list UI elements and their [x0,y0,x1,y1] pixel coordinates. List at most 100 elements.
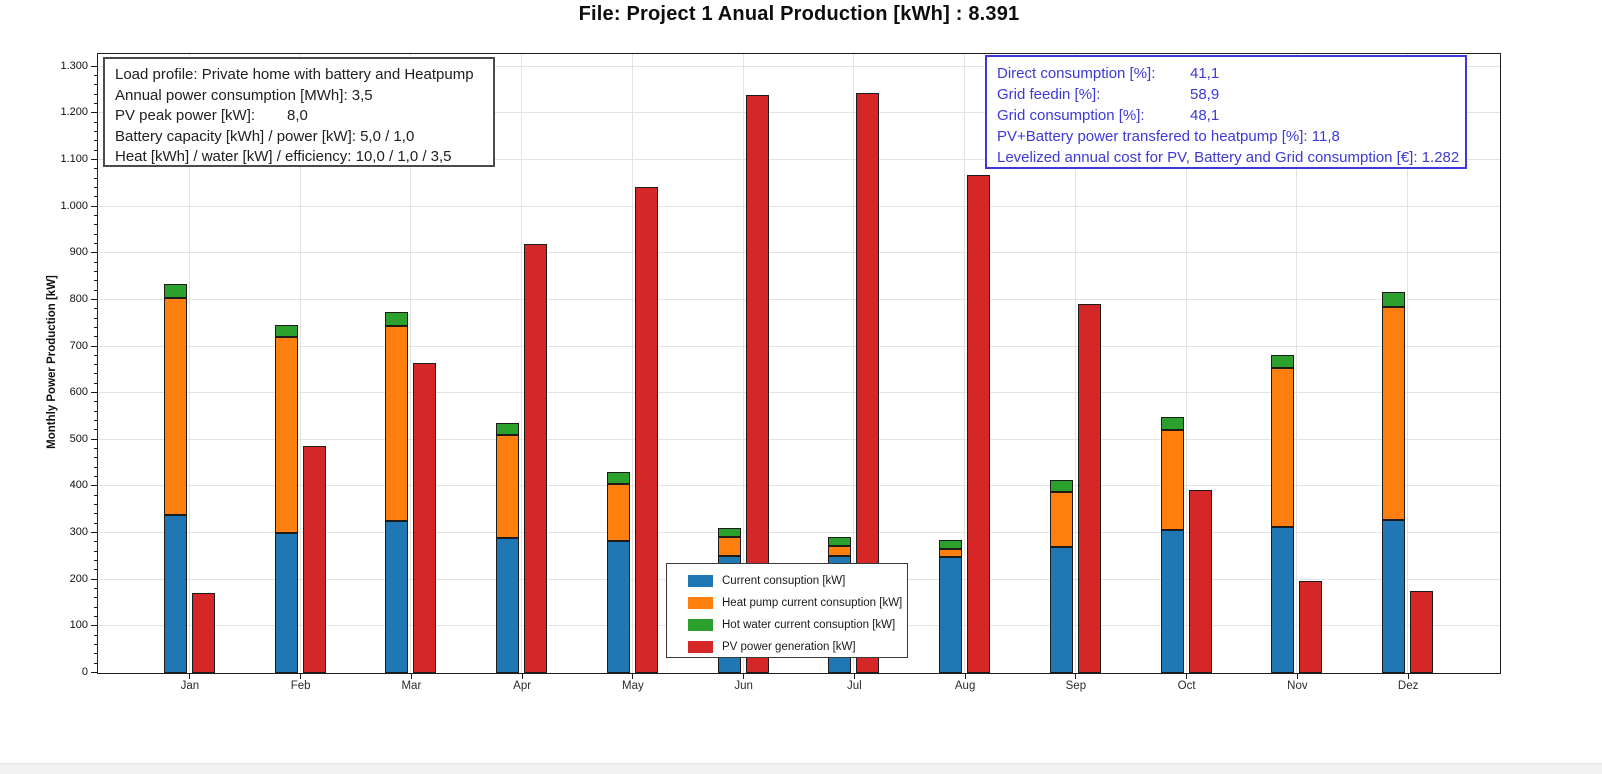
stacked-bar-segment-Jan [163,298,187,515]
y-axis-tick [93,550,97,552]
y-axis-tick [91,65,97,67]
y-axis-tick [93,233,97,235]
gridline-horizontal [98,532,1500,534]
gridline-horizontal [98,252,1500,254]
parameters-info-box: Load profile: Private home with battery … [103,57,495,167]
stacked-bar-segment-Apr [496,435,520,539]
y-axis-tick-label: 1.300 [60,59,88,72]
gridline-vertical [299,54,301,673]
x-axis-tick [1296,674,1298,679]
legend-label: Heat pump current consuption [kW] [722,597,903,609]
y-axis-tick [93,326,97,328]
x-axis-tick [1407,674,1409,679]
stacked-bar-segment-Sep [1049,491,1073,548]
gridline-vertical [964,54,966,673]
x-axis-label: Mar [401,680,422,692]
gridline-horizontal [98,392,1500,394]
pv-bar-Dez [1410,591,1434,673]
legend-item: Heat pump current consuption [kW] [667,592,907,614]
y-axis-tick [93,513,97,515]
stacked-bar-segment-Feb [274,324,298,337]
gridline-vertical [188,54,190,673]
gridline-vertical [521,54,523,673]
stacked-bar-segment-May [606,541,630,673]
y-axis-tick [93,270,97,272]
stacked-bar-segment-Nov [1271,354,1295,368]
y-axis-tick-label: 1.200 [60,106,88,119]
stacked-bar-segment-Nov [1271,367,1295,527]
y-axis-tick [93,289,97,291]
y-axis-tick [93,140,97,142]
x-axis-label: Aug [954,680,976,692]
gridline-horizontal [98,438,1500,440]
legend-label: Hot water current consuption [kW] [722,619,896,631]
result-line-value: 48,1 [1190,107,1220,124]
y-axis-tick-label: 400 [69,479,88,492]
y-axis-tick [93,644,97,645]
y-axis-tick [93,224,97,226]
y-axis-tick [93,186,97,188]
legend-item: PV power generation [kW] [667,636,907,658]
pv-bar-Aug [967,174,991,673]
result-line-label: Grid consumption [%]: [997,107,1145,124]
stacked-bar-segment-Feb [274,336,298,534]
y-axis-tick [93,541,97,543]
y-axis-tick [93,466,97,468]
stacked-bar-segment-May [606,484,630,542]
result-line: PV+Battery power transfered to heatpump … [997,126,1455,147]
y-axis-tick [93,149,97,151]
x-axis-tick [1075,674,1077,679]
parameter-line-value: 8,0 [287,107,308,124]
x-axis-tick [743,674,745,679]
y-axis-tick [93,494,97,496]
stacked-bar-segment-Mar [385,326,409,522]
x-axis-label: Feb [290,680,311,692]
results-info-box: Direct consumption [%]: 41,1 Grid feedin [… [985,55,1467,169]
parameter-line-label: Annual power consumption [MWh]: [115,86,352,104]
pv-bar-Jun [745,94,769,673]
y-axis-tick [91,298,97,300]
y-axis-tick [93,336,97,338]
y-axis-tick-label: 700 [69,339,88,352]
y-axis-tick [93,93,97,95]
result-line-value: 11,8 [1311,128,1340,145]
pv-bar-Apr [524,243,548,673]
y-axis-tick [93,121,97,123]
y-axis-tick [93,214,97,216]
stacked-bar-segment-Dez [1382,292,1406,307]
pv-bar-Nov [1299,581,1323,673]
parameter-line-label: PV peak power [kW]: [115,107,256,124]
x-axis-tick [853,674,855,679]
result-line-label: Levelized annual cost for PV, Battery an… [997,149,1422,166]
gridline-vertical [631,54,633,673]
legend-swatch-icon [688,597,713,609]
y-axis-tick [93,177,97,179]
y-axis-tick [91,532,97,534]
x-axis-tick [964,674,966,679]
x-axis-label: Oct [1177,680,1196,692]
legend-item: Current consuption [kW] [667,570,907,592]
y-axis-tick [93,569,97,571]
y-axis-tick [93,457,97,459]
y-axis-tick [91,438,97,440]
y-axis-tick [93,606,97,608]
parameter-line: Load profile: Private home with battery … [115,65,483,86]
stacked-bar-segment-Sep [1049,547,1073,673]
y-axis-tick [91,345,97,347]
legend-item: Hot water current consuption [kW] [667,614,907,636]
y-axis-tick [93,74,97,76]
gridline-horizontal [98,158,1500,160]
parameter-line-value: 10,0 / 1,0 / 3,5 [355,148,452,165]
x-axis-tick [521,674,523,679]
result-line-label: Direct consumption [%]: [997,65,1156,82]
legend-label: PV power generation [kW] [722,641,856,653]
parameter-line-value: 3,5 [351,86,373,104]
x-axis-label: Nov [1287,680,1308,692]
x-axis-label: Sep [1065,680,1087,692]
pv-bar-Sep [1077,303,1101,673]
y-axis-tick [93,102,97,104]
y-axis-tick [91,578,97,580]
y-axis-tick [93,84,97,86]
y-axis-tick-label: 200 [69,572,88,585]
y-axis-tick [93,476,97,478]
